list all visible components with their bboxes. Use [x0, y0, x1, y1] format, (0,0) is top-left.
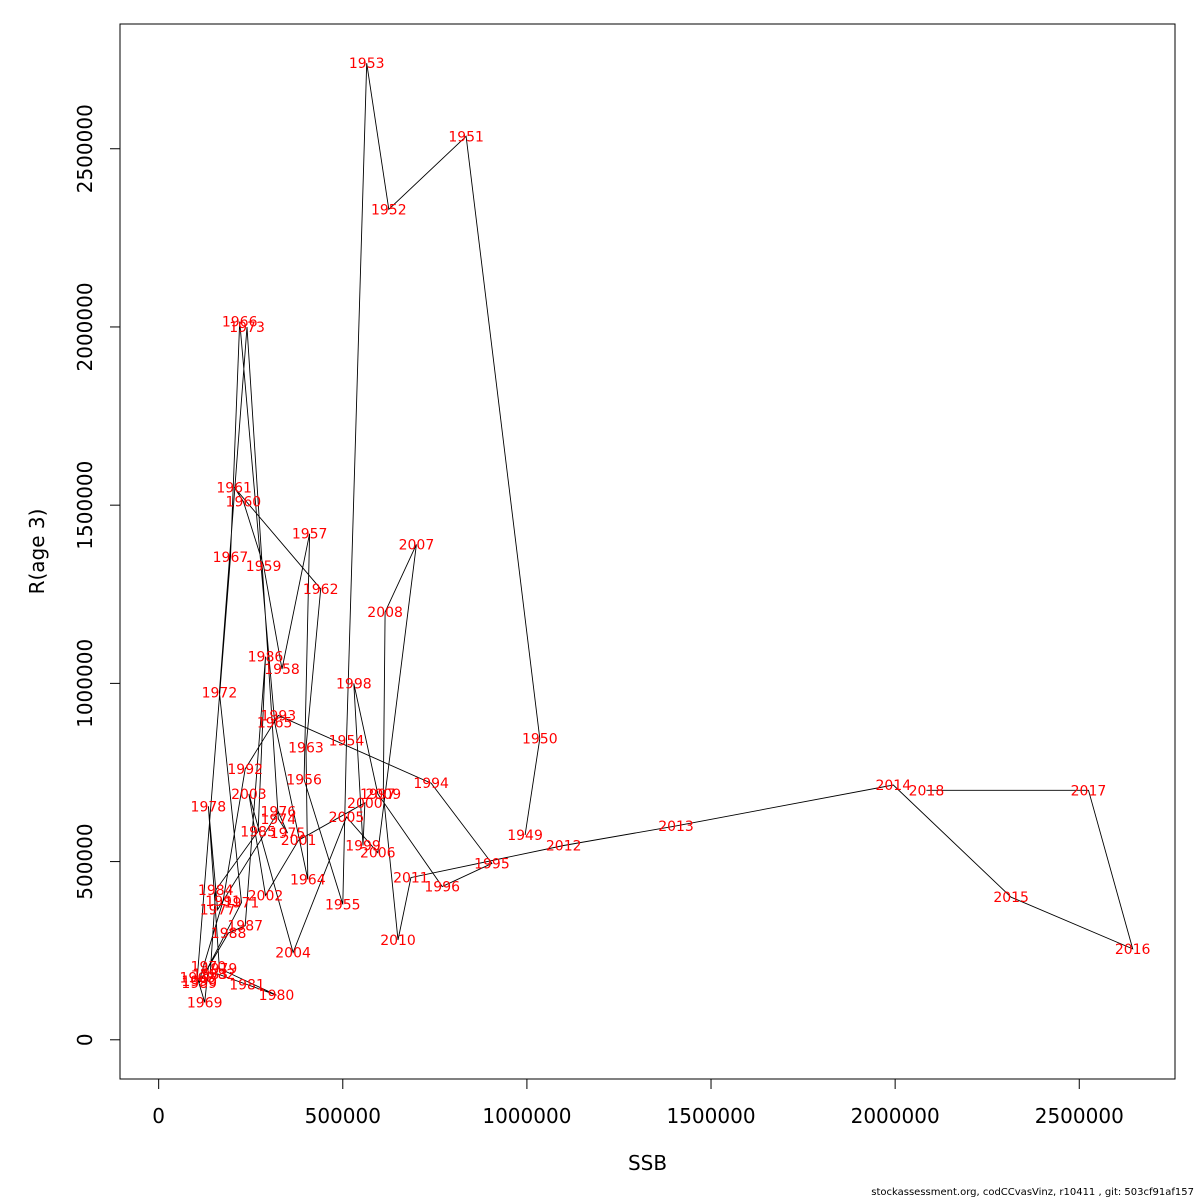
data-point-label: 1979: [202, 962, 238, 978]
data-point-label: 1985: [240, 824, 276, 840]
data-point-label: 1997: [360, 787, 396, 803]
data-point-label: 1957: [292, 527, 328, 543]
data-point-label: 1993: [261, 708, 297, 724]
data-point-label: 1949: [507, 828, 543, 844]
data-point-label: 2002: [248, 888, 284, 904]
data-point-label: 1959: [246, 559, 282, 575]
data-point-label: 2004: [275, 945, 311, 961]
data-point-label: 2009: [365, 787, 401, 803]
data-point-label: 2003: [231, 787, 267, 803]
data-point-label: 1977: [200, 903, 236, 919]
data-point-label: 1966: [222, 315, 258, 331]
year-labels-group: 1949 1950 1951 1952 1953 1954 1955 1956 1957 1958…: [180, 56, 1151, 1011]
data-point-label: 1995: [474, 856, 510, 872]
data-point-label: 1996: [424, 880, 460, 896]
data-point-label: 1968: [180, 970, 216, 986]
data-point-label: 1965: [257, 716, 293, 732]
data-point-label: 1951: [448, 129, 484, 145]
data-point-label: 1976: [261, 805, 297, 821]
x-tick-label: 1000000: [482, 1104, 571, 1128]
x-tick-label: 1500000: [666, 1104, 755, 1128]
data-point-label: 2012: [546, 839, 582, 855]
data-point-label: 1994: [413, 776, 449, 792]
data-point-label: 1981: [229, 978, 265, 994]
data-point-label: 2017: [1071, 783, 1107, 799]
data-point-label: 1990: [181, 974, 217, 990]
data-point-label: 1999: [345, 839, 381, 855]
y-tick-label: 0: [73, 1033, 97, 1046]
data-point-label: 2001: [281, 833, 317, 849]
data-point-label: 1973: [229, 320, 265, 336]
data-point-label: 1950: [522, 732, 558, 748]
data-point-label: 1958: [264, 662, 300, 678]
data-point-label: 2015: [993, 890, 1029, 906]
data-point-label: 2006: [360, 846, 396, 862]
data-point-label: 2013: [658, 819, 694, 835]
y-axis: 0 500000 1000000 1500000 2000000 2500000: [73, 104, 121, 1046]
x-tick-label: 0: [152, 1104, 165, 1128]
data-point-label: 1978: [191, 799, 227, 815]
x-tick-label: 500000: [305, 1104, 381, 1128]
series-line-group: [196, 63, 1134, 1003]
data-point-label: 1972: [202, 685, 238, 701]
data-point-label: 1986: [248, 650, 284, 666]
data-point-label: 1983: [192, 967, 228, 983]
x-tick-label: 2000000: [851, 1104, 940, 1128]
y-tick-label: 1500000: [73, 461, 97, 550]
data-point-label: 2007: [399, 537, 435, 553]
data-point-label: 1974: [261, 812, 297, 828]
data-point-label: 2005: [329, 810, 365, 826]
data-point-label: 1975: [270, 826, 306, 842]
y-tick-label: 1000000: [73, 639, 97, 728]
data-point-label: 1989: [181, 976, 217, 992]
data-point-label: 1970: [191, 960, 227, 976]
data-point-label: 1998: [336, 676, 372, 692]
data-point-label: 2008: [367, 605, 403, 621]
data-point-label: 2011: [393, 871, 429, 887]
data-point-label: 1954: [329, 733, 365, 749]
data-point-label: 2014: [875, 778, 911, 794]
plot-frame: [119, 23, 1176, 1080]
data-point-label: 1963: [288, 741, 324, 757]
x-axis-title: SSB: [628, 1151, 667, 1175]
y-axis-title: R(age 3): [25, 509, 49, 595]
y-tick-label: 2000000: [73, 282, 97, 371]
data-point-label: 1992: [227, 762, 263, 778]
y-tick-label: 2500000: [73, 104, 97, 193]
data-point-label: 1962: [303, 582, 339, 598]
data-point-label: 1991: [205, 894, 241, 910]
data-point-label: 1955: [325, 897, 361, 913]
data-point-label: 1952: [371, 202, 407, 218]
data-point-label: 1980: [259, 988, 295, 1004]
footer-credit: stockassessment.org, codCCvasVinz, r1041…: [871, 1187, 1194, 1198]
data-point-label: 1960: [226, 495, 262, 511]
x-axis: 0 500000 1000000 1500000 2000000 2500000: [152, 1078, 1124, 1128]
data-point-label: 1984: [198, 883, 234, 899]
data-point-label: 2010: [380, 933, 416, 949]
data-point-label: 1956: [286, 773, 322, 789]
data-point-label: 1971: [224, 896, 260, 912]
data-point-label: 1969: [187, 995, 223, 1011]
data-point-label: 1982: [200, 967, 236, 983]
series-line: [196, 63, 1134, 1003]
data-point-label: 1967: [213, 550, 249, 566]
data-point-label: 1987: [227, 919, 263, 935]
data-point-label: 1988: [211, 926, 247, 942]
x-tick-label: 2500000: [1035, 1104, 1124, 1128]
data-point-label: 2000: [347, 796, 383, 812]
data-point-label: 2016: [1115, 942, 1151, 958]
y-tick-label: 500000: [73, 823, 97, 899]
data-point-label: 1964: [290, 872, 326, 888]
data-point-label: 1961: [216, 480, 252, 496]
data-point-label: 2018: [909, 783, 945, 799]
data-point-label: 1953: [349, 56, 385, 72]
